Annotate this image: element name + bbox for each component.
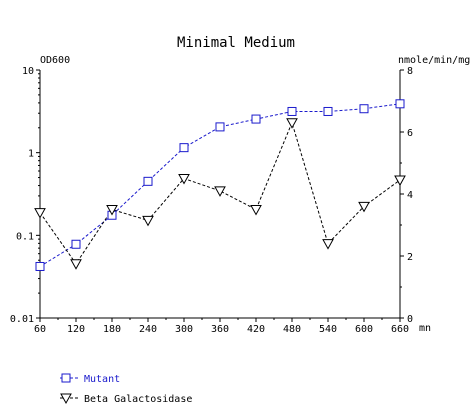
x-tick-label: 120	[67, 324, 85, 335]
legend-label-0: Mutant	[84, 374, 120, 385]
legend-label-1: Beta Galactosidase	[84, 394, 192, 405]
series-line-0	[39, 103, 401, 267]
x-tick-label: 60	[34, 324, 46, 335]
series-markers-group	[34, 99, 406, 271]
series-1-point	[70, 259, 82, 270]
x-tick-label: 300	[175, 324, 193, 335]
series-1-point	[106, 205, 118, 216]
right-axis-label: nmole/min/mg	[398, 55, 470, 66]
series-1-point	[250, 205, 262, 216]
left-tick-label: 0.1	[16, 231, 34, 242]
series-1-point	[178, 174, 190, 185]
right-tick-label: 6	[407, 128, 413, 139]
series-1-point	[142, 215, 154, 227]
right-tick-label: 0	[407, 314, 413, 325]
series-0-point	[287, 106, 297, 116]
x-tick-label: 240	[139, 324, 157, 335]
series-0-point	[359, 104, 369, 114]
legend: Mutant Beta Galactosidase	[60, 373, 192, 405]
series-1-point	[214, 186, 226, 197]
x-tick-label: 180	[103, 324, 121, 335]
legend-marker-1	[60, 393, 72, 405]
right-tick-label: 8	[407, 66, 413, 77]
right-tick-label: 4	[407, 190, 413, 201]
right-tick-label: 2	[407, 252, 413, 263]
series-line-1	[39, 121, 401, 265]
series-0-point	[35, 261, 45, 271]
series-0-point	[215, 122, 225, 132]
series-1-point	[322, 239, 334, 250]
x-tick-label: 480	[283, 324, 301, 335]
left-tick-label: 10	[22, 66, 34, 77]
series-0-point	[251, 114, 261, 124]
left-axis-label: OD600	[40, 55, 70, 66]
series-0-point	[179, 143, 189, 153]
left-tick-label: 0.01	[10, 314, 34, 325]
series-0-point	[71, 239, 81, 249]
series-0-point	[143, 176, 153, 186]
series-1-point	[34, 208, 46, 219]
x-unit-label: mn	[419, 323, 431, 334]
x-tick-label: 540	[319, 324, 337, 335]
series-1-point	[286, 118, 298, 129]
legend-marker-0	[61, 373, 71, 383]
series-0-point	[323, 106, 333, 116]
series-1-point	[358, 201, 370, 213]
x-tick-label: 600	[355, 324, 373, 335]
series-1-point	[394, 175, 406, 187]
left-tick-label: 1	[28, 149, 34, 160]
series-lines-group	[39, 103, 401, 267]
x-tick-label: 420	[247, 324, 265, 335]
x-tick-label: 360	[211, 324, 229, 335]
x-tick-label: 660	[391, 324, 409, 335]
chart-title: Minimal Medium	[177, 35, 295, 51]
series-0-point	[395, 99, 405, 109]
